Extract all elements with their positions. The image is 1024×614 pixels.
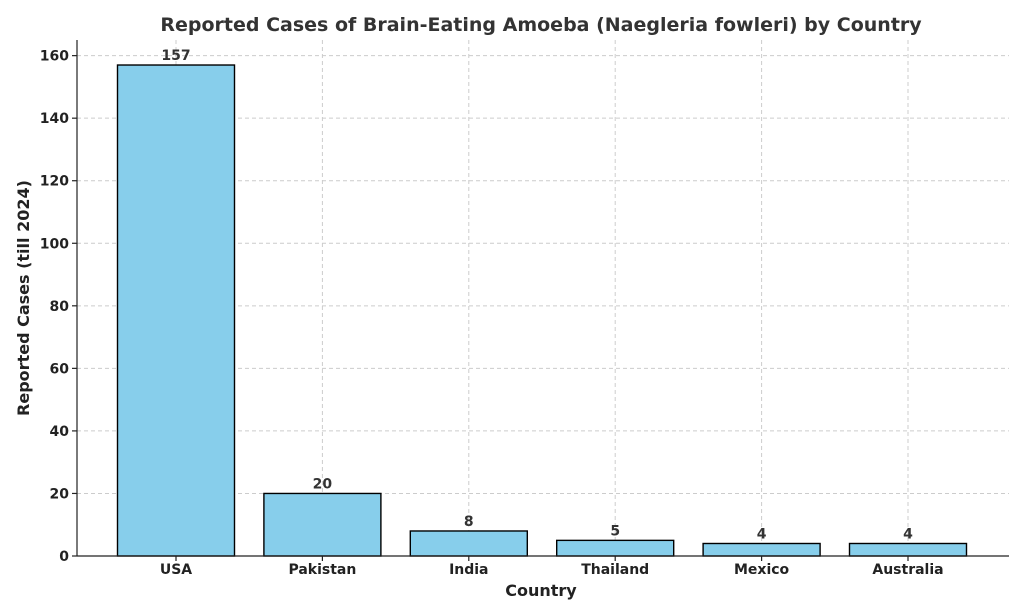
- data-label: 5: [610, 523, 620, 539]
- y-tick-label: 80: [50, 299, 70, 315]
- x-tick-label: Thailand: [581, 562, 649, 578]
- x-axis-label: Country: [505, 581, 577, 600]
- y-tick-label: 60: [50, 361, 70, 377]
- y-tick-label: 0: [59, 549, 69, 565]
- y-axis-label: Reported Cases (till 2024): [14, 180, 33, 416]
- labels: 0 20 40 60 80 100 120 140 160 USA Pakistan India Tha…: [40, 48, 944, 578]
- x-tick-label: India: [449, 562, 488, 578]
- bar-australia: [848, 542, 968, 557]
- data-label: 4: [903, 526, 913, 542]
- x-tick-label: Australia: [872, 562, 943, 578]
- bar-india: [409, 530, 528, 557]
- chart-title: Reported Cases of Brain-Eating Amoeba (N…: [160, 14, 922, 36]
- axes: [72, 40, 1009, 561]
- y-tick-label: 100: [40, 236, 69, 252]
- x-tick-label: Mexico: [734, 562, 790, 578]
- bar-usa: [116, 64, 236, 557]
- bar-mexico: [702, 542, 821, 557]
- x-tick-label: USA: [160, 562, 192, 578]
- bar-pakistan: [263, 492, 382, 557]
- y-tick-label: 120: [40, 174, 69, 190]
- y-tick-label: 160: [40, 49, 69, 65]
- y-tick-label: 40: [50, 424, 70, 440]
- x-tick-label: Pakistan: [288, 562, 356, 578]
- data-label: 20: [313, 476, 333, 492]
- data-label: 157: [161, 48, 190, 64]
- y-tick-label: 20: [50, 486, 70, 502]
- data-label: 4: [757, 526, 767, 542]
- y-tick-label: 140: [40, 111, 69, 127]
- bar-thailand: [556, 539, 675, 557]
- bars: [116, 64, 968, 557]
- data-label: 8: [464, 514, 474, 530]
